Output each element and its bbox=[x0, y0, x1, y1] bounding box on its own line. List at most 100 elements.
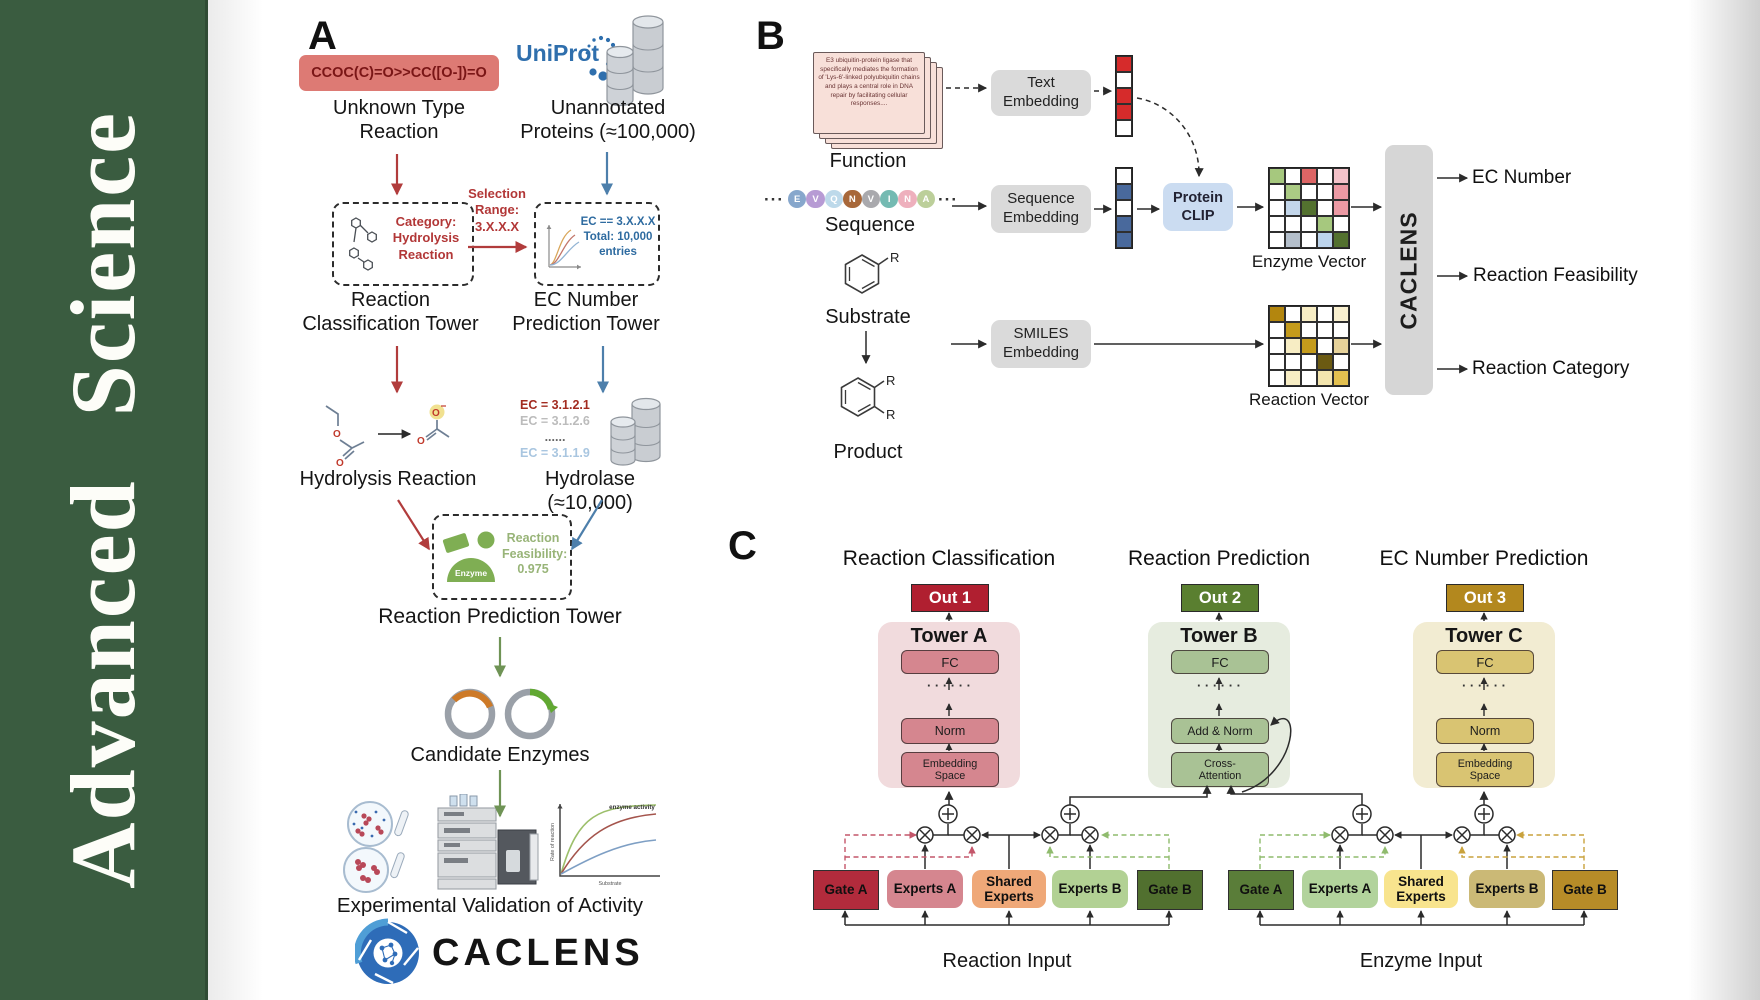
output-reaction-feasibility: Reaction Feasibility bbox=[1473, 265, 1638, 286]
tower-a-embedding-space: Embedding Space bbox=[901, 752, 999, 787]
enzyme-blob-icon: Enzyme bbox=[442, 531, 495, 582]
tower-b-add-norm: Add & Norm bbox=[1171, 718, 1269, 744]
reaction-vector-matrix bbox=[1268, 305, 1350, 387]
header-ec-number-prediction: EC Number Prediction bbox=[1379, 547, 1589, 570]
ec-item: EC = 3.1.2.6 bbox=[520, 414, 590, 428]
substituent-label: R bbox=[886, 373, 895, 388]
molecule-scribble-icon bbox=[349, 217, 377, 271]
hydrolase-label: Hydrolase (≈10,000) bbox=[544, 468, 636, 514]
multiply-node bbox=[916, 826, 1516, 844]
mini-curves-plot-icon bbox=[546, 225, 581, 270]
enzyme-input-label: Enzyme Input bbox=[1359, 950, 1483, 972]
petri-dishes-icon bbox=[343, 801, 409, 893]
text-embedding-vector bbox=[1115, 55, 1133, 137]
tower-a-norm: Norm bbox=[901, 718, 999, 744]
page-edge-shade-right bbox=[1688, 0, 1760, 1000]
kinetics-graph: enzyme activity Rate of reaction Substra… bbox=[550, 804, 660, 887]
enzyme-gate-b: Gate B bbox=[1552, 870, 1618, 910]
ec-item: EC = 3.1.1.9 bbox=[520, 446, 590, 460]
svg-text:O: O bbox=[336, 458, 344, 469]
reaction-vector-label: Reaction Vector bbox=[1248, 390, 1369, 409]
svg-text:O: O bbox=[333, 429, 341, 440]
sequence-label: Sequence bbox=[824, 214, 916, 236]
substrate-molecule-icon: R bbox=[844, 250, 899, 294]
reaction-smiles-box: CCOC(C)=O>>CC([O-])=O bbox=[299, 55, 499, 91]
category-text: Category: Hydrolysis Reaction bbox=[392, 214, 460, 262]
uniprot-logo: UniProt bbox=[516, 40, 600, 66]
tower-c: Tower C FC · · · · · · Norm Embedding Sp… bbox=[1413, 622, 1555, 788]
prediction-tower-label: Reaction Prediction Tower bbox=[378, 605, 622, 628]
output-reaction-category: Reaction Category bbox=[1472, 358, 1630, 379]
caclens-logo-icon bbox=[355, 918, 419, 985]
hplc-instrument-icon bbox=[437, 794, 539, 890]
product-label: Product bbox=[833, 441, 903, 463]
sequence-ellipsis-right: ··· bbox=[938, 190, 958, 209]
sum-node bbox=[938, 804, 1494, 824]
panel-c-label: C bbox=[728, 524, 757, 568]
reaction-gate-a: Gate A bbox=[813, 870, 879, 910]
panel-a-label: A bbox=[308, 14, 337, 58]
feasibility-box: Enzyme Reaction Feasibility: 0.975 bbox=[432, 514, 572, 600]
hydrolysis-molecules-icon: O O O O bbox=[325, 404, 450, 469]
out1-box: Out 1 bbox=[911, 584, 989, 612]
sequence-embedding-vector bbox=[1115, 167, 1133, 249]
panel-b-label: B bbox=[756, 14, 785, 58]
out2-box: Out 2 bbox=[1181, 584, 1259, 612]
text-embedding-box: Text Embedding bbox=[991, 70, 1091, 116]
enzyme-shared-experts: Shared Experts bbox=[1384, 870, 1458, 908]
graph-xlabel: Substrate bbox=[598, 881, 621, 887]
tower-b: Tower B FC · · · · · · Add & Norm Cross-… bbox=[1148, 622, 1290, 788]
journal-sidebar: Advanced Science bbox=[0, 0, 208, 1000]
selection-range-label: Selection Range: 3.X.X.X bbox=[468, 186, 526, 234]
sum-multiply-nodes bbox=[916, 804, 1516, 844]
function-label: Function bbox=[829, 150, 907, 172]
svg-text:O: O bbox=[417, 436, 425, 447]
tower-b-fc: FC bbox=[1171, 650, 1269, 674]
substrate-label: Substrate bbox=[825, 306, 911, 328]
enzyme-vector-matrix bbox=[1268, 167, 1350, 249]
page-edge-shade-left bbox=[208, 0, 263, 1000]
reaction-shared-experts: Shared Experts bbox=[972, 870, 1046, 908]
svg-text:O: O bbox=[432, 408, 440, 419]
enzyme-vector-label: Enzyme Vector bbox=[1251, 252, 1367, 271]
validation-label: Experimental Validation of Activity bbox=[336, 894, 644, 917]
ec-item: EC = 3.1.2.1 bbox=[520, 398, 590, 412]
header-reaction-classification: Reaction Classification bbox=[842, 547, 1056, 570]
tower-a-title: Tower A bbox=[910, 625, 988, 647]
hydrolysis-reaction-label: Hydrolysis Reaction bbox=[299, 468, 477, 490]
tower-b-cross-attention: Cross- Attention bbox=[1171, 752, 1269, 787]
out3-box: Out 3 bbox=[1446, 584, 1524, 612]
unannotated-proteins-label: Unannotated Proteins (≈100,000) bbox=[520, 97, 696, 143]
hydrolase-database-icon bbox=[610, 397, 661, 466]
unknown-reaction-label: Unknown Type Reaction bbox=[333, 97, 465, 143]
reaction-input-label: Reaction Input bbox=[942, 950, 1072, 972]
ec-filter-text: EC == 3.X.X.X Total: 10,000 entries bbox=[580, 216, 656, 258]
enzyme-experts-a: Experts A bbox=[1302, 870, 1378, 908]
classification-tower-label: Reaction Classification Tower bbox=[302, 289, 479, 335]
feasibility-text: Reaction Feasibility: 0.975 bbox=[502, 531, 568, 577]
reaction-experts-b: Experts B bbox=[1052, 870, 1128, 908]
substituent-label: R bbox=[890, 250, 899, 265]
function-card-text: E3 ubiquitin-protein ligase that specifi… bbox=[818, 57, 920, 108]
enzyme-blob-label: Enzyme bbox=[455, 568, 487, 578]
protein-database-icon bbox=[606, 15, 664, 107]
enzyme-experts-b: Experts B bbox=[1469, 870, 1545, 908]
tower-c-title: Tower C bbox=[1445, 625, 1523, 647]
function-card-front: E3 ubiquitin-protein ligase that specifi… bbox=[813, 52, 925, 134]
sequence-embedding-box: Sequence Embedding bbox=[991, 185, 1091, 233]
tower-c-dots: · · · · · · bbox=[1461, 678, 1507, 693]
ec-result-list: EC = 3.1.2.1 EC = 3.1.2.6 ...... EC = 3.… bbox=[520, 397, 602, 461]
gate-weight-dashed-lines bbox=[844, 831, 1585, 869]
candidate-enzymes-label: Candidate Enzymes bbox=[410, 744, 590, 766]
smiles-embedding-box: SMILES Embedding bbox=[991, 320, 1091, 368]
tower-c-embedding-space: Embedding Space bbox=[1436, 752, 1534, 787]
caclens-wordmark: CACLENS bbox=[432, 932, 644, 974]
tower-a-fc: FC bbox=[901, 650, 999, 674]
sequence-ellipsis-left: ··· bbox=[764, 190, 784, 209]
tower-a: Tower A FC · · · · · · Norm Embedding Sp… bbox=[878, 622, 1020, 788]
graph-curve-label: enzyme activity bbox=[609, 804, 655, 811]
output-ec-number: EC Number bbox=[1472, 167, 1572, 188]
reaction-gate-b: Gate B bbox=[1137, 870, 1203, 910]
